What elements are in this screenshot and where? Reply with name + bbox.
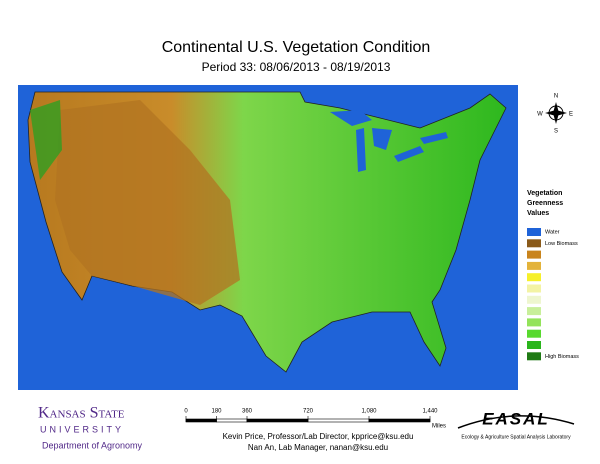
legend-swatch	[527, 318, 541, 327]
great-lakes	[330, 110, 448, 172]
scale-label: 1,080	[361, 409, 377, 415]
compass: N S E W	[537, 94, 573, 135]
legend-swatch	[527, 273, 541, 282]
compass-w: W	[537, 112, 543, 118]
arid-west	[55, 100, 240, 305]
compass-n: N	[554, 94, 558, 100]
university: Kansas State	[38, 405, 125, 422]
legend-swatch	[527, 307, 541, 316]
scale-segment	[216, 418, 248, 423]
credit: Kevin Price, Professor/Lab Director, kpp…	[223, 432, 414, 441]
legend-swatch	[527, 284, 541, 293]
title: Continental U.S. Vegetation Condition	[162, 39, 431, 56]
scale-segment	[246, 418, 309, 423]
legend-label: High Biomass	[545, 354, 579, 360]
pacific-northwest	[30, 100, 62, 180]
compass-e: E	[569, 112, 573, 118]
compass-s: S	[554, 129, 558, 135]
scale-label: 720	[303, 409, 314, 415]
legend-title: Values	[527, 210, 549, 217]
easal-logo: EASAL Ecology & Agriculture Spatial Anal…	[457, 409, 575, 440]
legend-swatch	[527, 329, 541, 338]
legend-label: Low Biomass	[545, 241, 578, 247]
legend: Vegetation Greenness Values Water Low Biomas…	[527, 190, 579, 361]
scale-bar: 0 180 360 720 1,080 1,440 Miles	[184, 409, 446, 430]
legend-title: Greenness	[527, 200, 563, 207]
scale-label: 360	[242, 409, 253, 415]
legend-swatch	[527, 250, 541, 259]
legend-title: Vegetation	[527, 190, 562, 197]
scale-segment	[307, 418, 370, 423]
ksu-logo: Kansas State UNIVERSITY Department of Ag…	[38, 405, 143, 451]
legend-swatch	[527, 261, 541, 270]
legend-label: Water	[545, 229, 560, 235]
department: Department of Agronomy	[42, 440, 143, 450]
scale-segment	[185, 418, 217, 423]
legend-swatch	[527, 352, 541, 361]
subtitle: Period 33: 08/06/2013 - 08/19/2013	[202, 60, 391, 74]
scale-unit: Miles	[432, 424, 446, 430]
lab-name: Ecology & Agriculture Spatial Analysis L…	[461, 434, 571, 440]
scale-label: 0	[184, 409, 188, 415]
legend-swatch	[527, 341, 541, 349]
scale-label: 1,440	[422, 409, 438, 415]
credit: Nan An, Lab Manager, nanan@ksu.edu	[248, 443, 388, 452]
scale-segment	[368, 418, 431, 423]
legend-swatch	[527, 295, 541, 304]
legend-swatch	[527, 239, 541, 248]
lab-logo: EASAL	[482, 409, 550, 428]
university-sub: UNIVERSITY	[40, 424, 124, 434]
map	[18, 85, 518, 390]
legend-swatch	[527, 228, 541, 236]
scale-label: 180	[211, 409, 222, 415]
